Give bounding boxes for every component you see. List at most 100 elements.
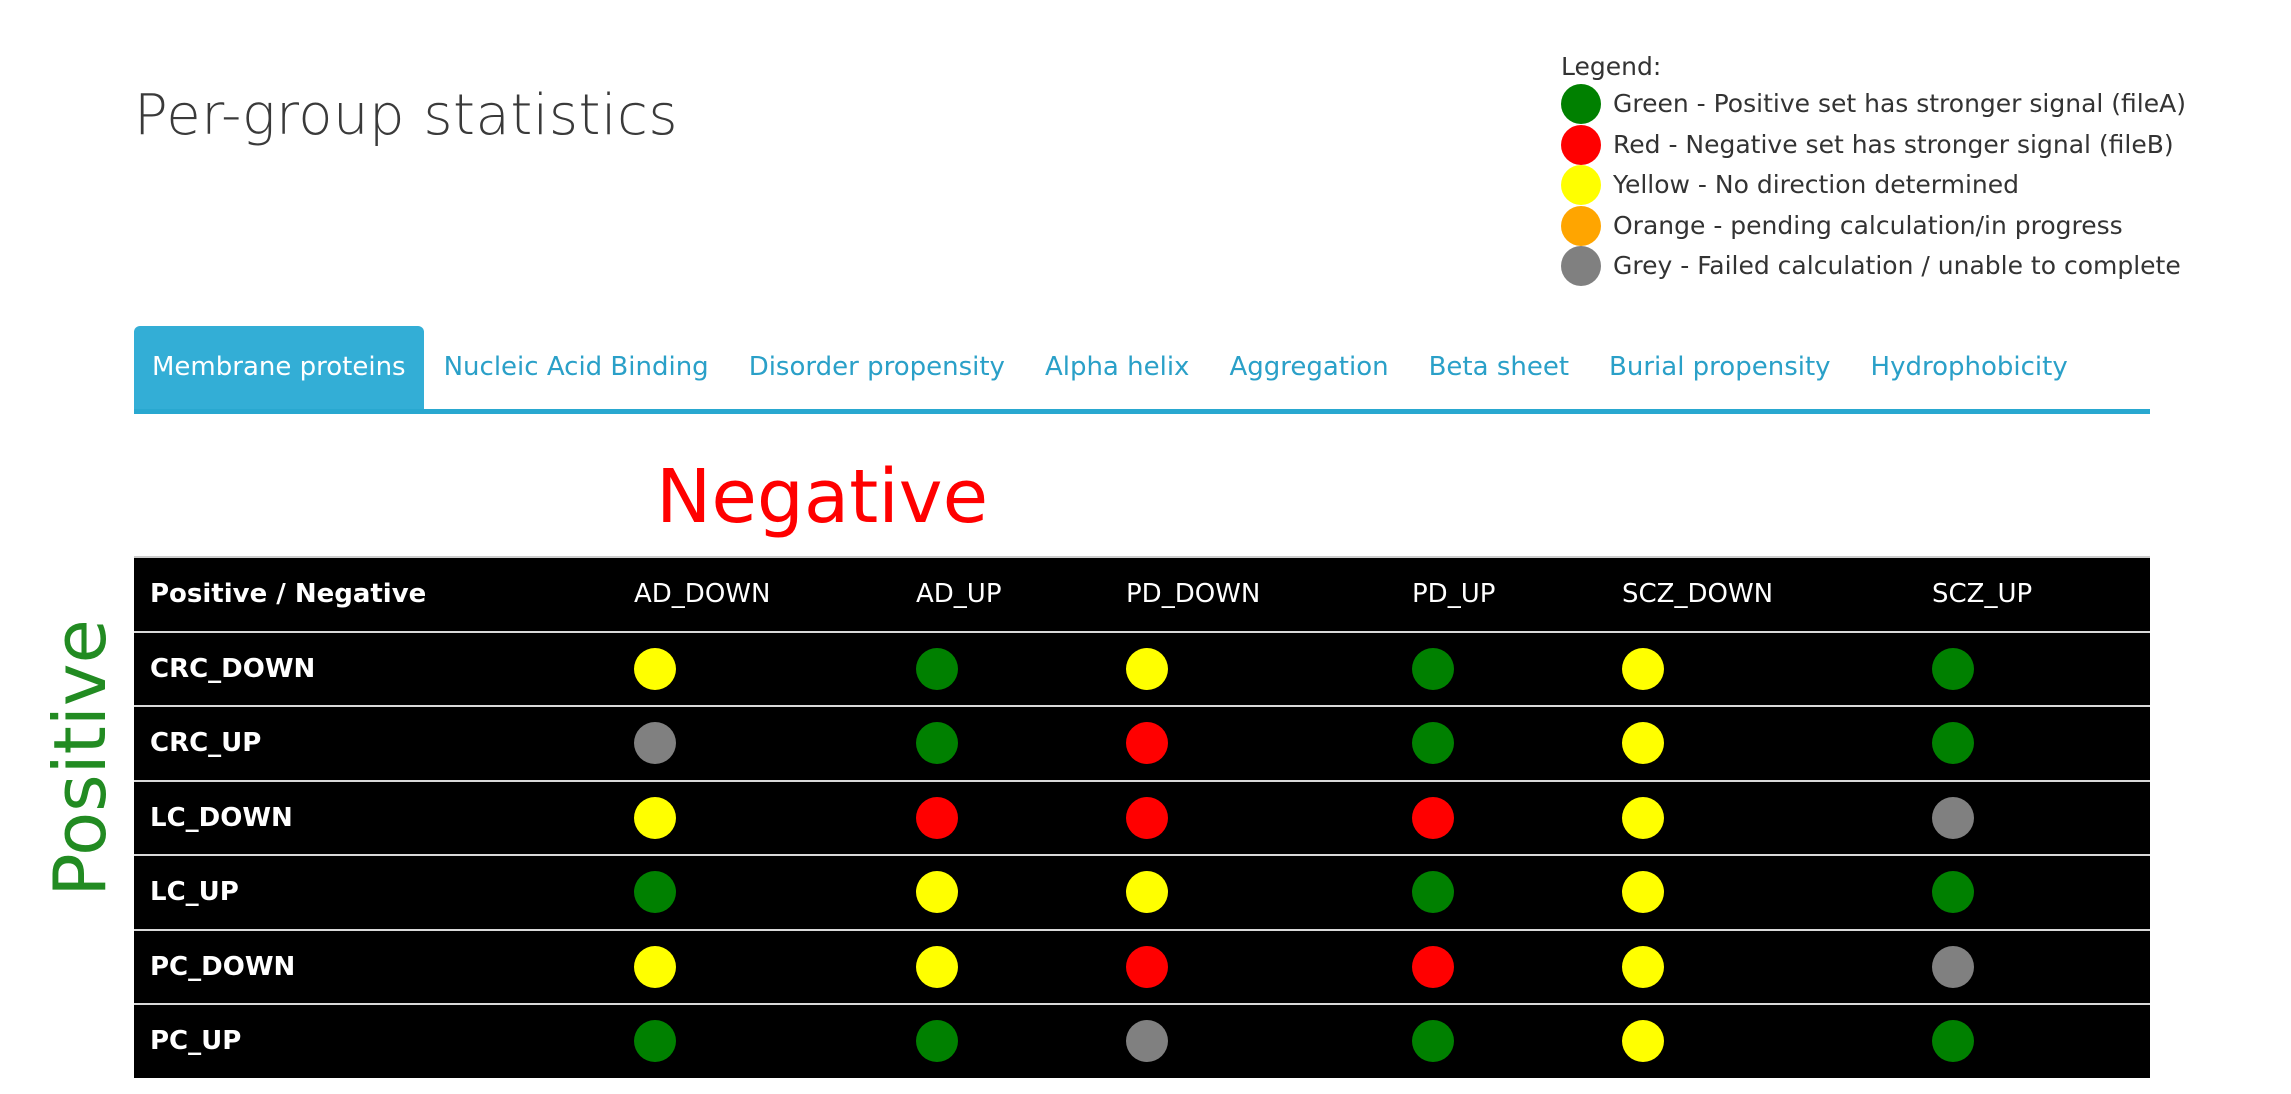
status-dot-icon xyxy=(1412,871,1454,914)
page-title: Per-group statistics xyxy=(134,83,678,148)
row-label: PC_DOWN xyxy=(134,928,634,1004)
status-dot-icon xyxy=(634,722,676,765)
column-header: PD_UP xyxy=(1412,579,1496,610)
row-label: CRC_UP xyxy=(134,705,634,781)
green-circle-icon xyxy=(1561,84,1601,125)
table-cell xyxy=(1622,1003,1932,1078)
status-dot-icon xyxy=(1622,945,1664,988)
status-dot-icon xyxy=(1932,945,1974,988)
status-dot-icon xyxy=(634,1020,676,1063)
status-dot-icon xyxy=(1126,647,1168,690)
status-dot-icon xyxy=(1412,945,1454,988)
table-cell xyxy=(1412,1003,1622,1078)
table-cell xyxy=(916,928,1126,1004)
table-cell xyxy=(634,1003,916,1078)
row-label: LC_DOWN xyxy=(134,779,634,855)
table-cell xyxy=(1126,1003,1412,1078)
column-header: AD_DOWN xyxy=(634,579,771,610)
table-cell xyxy=(916,705,1126,781)
tab-nucleic-acid-binding[interactable]: Nucleic Acid Binding xyxy=(443,352,709,382)
status-dot-icon xyxy=(916,796,958,839)
column-header: PD_DOWN xyxy=(1126,579,1261,610)
table-cell xyxy=(916,854,1126,930)
status-dot-icon xyxy=(1126,871,1168,914)
tab-membrane-proteins[interactable]: Membrane proteins xyxy=(134,326,424,409)
legend-item-grey: Grey - Failed calculation / unable to co… xyxy=(1561,246,2281,287)
legend-item-green: Green - Positive set has stronger signal… xyxy=(1561,84,2281,125)
negative-axis-label: Negative xyxy=(656,454,989,540)
tab-alpha-helix[interactable]: Alpha helix xyxy=(1044,352,1190,382)
table-cell xyxy=(634,854,916,930)
status-dot-icon xyxy=(916,1020,958,1063)
status-dot-icon xyxy=(1412,647,1454,690)
legend-title: Legend: xyxy=(1561,52,1662,81)
status-dot-icon xyxy=(1622,647,1664,690)
legend-label: Red - Negative set has stronger signal (… xyxy=(1613,129,2174,159)
status-dot-icon xyxy=(916,945,958,988)
table-cell xyxy=(1622,928,1932,1004)
table-row: CRC_UP xyxy=(134,705,2150,781)
status-dot-icon xyxy=(1622,1020,1664,1063)
corner-header: Positive / Negative xyxy=(150,579,427,610)
table-cell xyxy=(1412,779,1622,855)
table-cell xyxy=(1412,854,1622,930)
row-label: CRC_DOWN xyxy=(134,630,634,706)
legend-label: Grey - Failed calculation / unable to co… xyxy=(1613,251,2181,281)
tab-aggregation[interactable]: Aggregation xyxy=(1229,352,1389,382)
status-dot-icon xyxy=(1126,796,1168,839)
positive-axis-label: Positive xyxy=(38,619,122,897)
table-row: PC_UP xyxy=(134,1003,2150,1078)
legend-item-red: Red - Negative set has stronger signal (… xyxy=(1561,124,2281,166)
status-dot-icon xyxy=(916,722,958,765)
table-cell xyxy=(1126,705,1412,781)
legend: Legend: Green - Positive set has stronge… xyxy=(1561,50,2281,287)
table-row: LC_UP xyxy=(134,854,2150,930)
table-cell xyxy=(1412,928,1622,1004)
legend-item-orange: Orange - pending calculation/in progress xyxy=(1561,205,2281,247)
tab-burial-propensity[interactable]: Burial propensity xyxy=(1609,352,1831,382)
tab-beta-sheet[interactable]: Beta sheet xyxy=(1428,352,1570,382)
yellow-circle-icon xyxy=(1561,165,1601,206)
status-dot-icon xyxy=(1932,1020,1974,1063)
status-dot-icon xyxy=(1932,722,1974,765)
table-cell xyxy=(634,705,916,781)
table-cell xyxy=(634,928,916,1004)
table-row: PC_DOWN xyxy=(134,928,2150,1004)
table-cell xyxy=(1126,630,1412,706)
status-dot-icon xyxy=(1932,647,1974,690)
status-dot-icon xyxy=(634,796,676,839)
table-cell xyxy=(1622,630,1932,706)
table-cell xyxy=(916,779,1126,855)
table-header-row: Positive / Negative AD_DOWN AD_UP PD_DOW… xyxy=(134,557,2150,632)
red-circle-icon xyxy=(1561,124,1601,165)
table-cell xyxy=(1412,630,1622,706)
status-dot-icon xyxy=(1126,945,1168,988)
table-cell xyxy=(1622,705,1932,781)
tab-disorder-propensity[interactable]: Disorder propensity xyxy=(748,352,1005,382)
status-dot-icon xyxy=(916,647,958,690)
tab-bar: Membrane proteins Nucleic Acid Binding D… xyxy=(134,326,2150,414)
table-row: LC_DOWN xyxy=(134,779,2150,855)
table-cell xyxy=(1126,928,1412,1004)
table-cell xyxy=(634,779,916,855)
status-dot-icon xyxy=(634,647,676,690)
table-cell xyxy=(1622,854,1932,930)
table-cell xyxy=(634,630,916,706)
status-dot-icon xyxy=(1622,722,1664,765)
status-dot-icon xyxy=(1622,871,1664,914)
table-cell xyxy=(1932,630,2150,706)
table-cell xyxy=(1126,779,1412,855)
column-header: SCZ_DOWN xyxy=(1622,579,1774,610)
legend-item-yellow: Yellow - No direction determined xyxy=(1561,165,2281,206)
legend-label: Yellow - No direction determined xyxy=(1613,170,2019,200)
orange-circle-icon xyxy=(1561,205,1601,246)
status-dot-icon xyxy=(916,871,958,914)
row-label: PC_UP xyxy=(134,1003,634,1078)
table-cell xyxy=(1932,1003,2150,1078)
status-dot-icon xyxy=(1412,796,1454,839)
tab-hydrophobicity[interactable]: Hydrophobicity xyxy=(1870,352,2068,382)
column-header: SCZ_UP xyxy=(1932,579,2033,610)
status-dot-icon xyxy=(634,945,676,988)
status-dot-icon xyxy=(1932,796,1974,839)
status-dot-icon xyxy=(1932,871,1974,914)
